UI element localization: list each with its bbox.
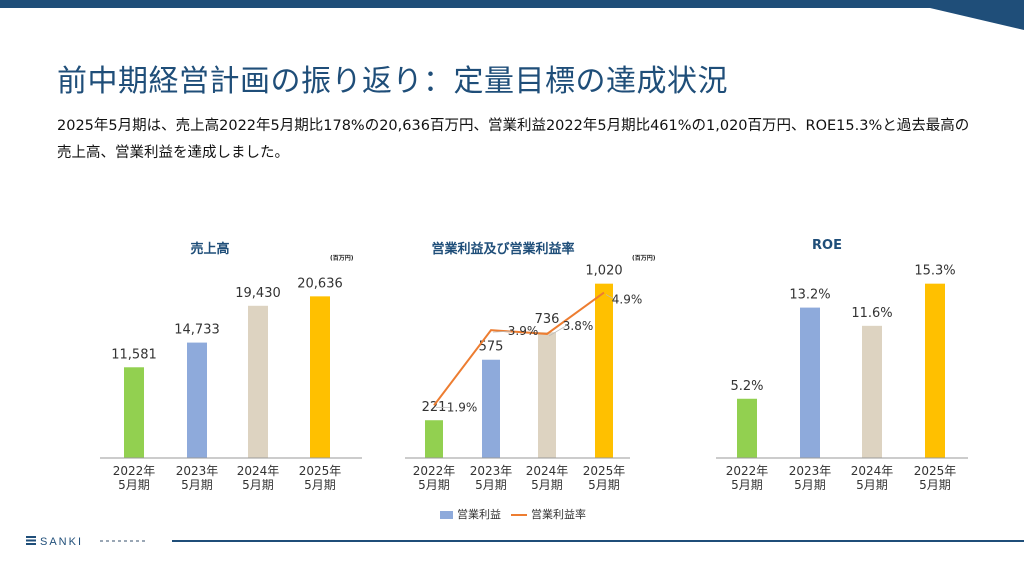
footer-divider — [172, 540, 1024, 542]
operating-profit-bar-0 — [425, 420, 443, 458]
roe-xtick-period-1: 5月期 — [794, 478, 826, 492]
company-logo: SANKI — [26, 536, 145, 547]
legend-swatch-line — [511, 514, 527, 516]
sales-bar-label-0: 11,581 — [111, 347, 157, 362]
sales-xtick-year-0: 2022年 — [113, 464, 156, 478]
roe-bar-2 — [862, 325, 882, 458]
legend-item-operating-profit: 営業利益 — [440, 506, 501, 522]
unit-label-operating-profit: (百万円) — [632, 255, 656, 262]
roe-bar-0 — [737, 398, 757, 458]
operating-profit-margin-leader-3 — [605, 294, 616, 300]
sales-xtick-period-2: 5月期 — [242, 478, 274, 492]
operating-profit-bar-2 — [538, 332, 556, 458]
sales-bar-3 — [310, 296, 330, 458]
sales-xtick-year-2: 2024年 — [237, 464, 280, 478]
operating-profit-bar-label-3: 1,020 — [585, 264, 622, 279]
logo-text: SANKI — [40, 536, 83, 547]
roe-xtick-year-0: 2022年 — [726, 464, 769, 478]
roe-xtick-period-3: 5月期 — [919, 478, 951, 492]
chart-title-sales: 売上高 — [190, 242, 230, 257]
sales-bar-label-2: 19,430 — [235, 286, 281, 301]
legend-label-margin: 営業利益率 — [531, 508, 586, 521]
page-title: 前中期経営計画の振り返り：定量目標の達成状況 — [57, 64, 728, 99]
roe-bar-label-3: 15.3% — [914, 264, 955, 279]
roe-bar-label-0: 5.2% — [730, 379, 763, 394]
operating-profit-bar-label-0: 221 — [422, 400, 447, 415]
operating-profit-xtick-year-1: 2023年 — [470, 464, 513, 478]
roe-bar-1 — [800, 307, 820, 458]
sales-xtick-period-1: 5月期 — [181, 478, 213, 492]
sales-xtick-year-3: 2025年 — [299, 464, 342, 478]
operating-profit-margin-leader-2 — [548, 325, 567, 337]
sales-bar-2 — [248, 305, 268, 458]
operating-profit-bar-label-1: 575 — [479, 340, 504, 355]
sales-bar-label-1: 14,733 — [174, 323, 220, 338]
sales-bar-1 — [187, 342, 207, 458]
operating-profit-xtick-period-3: 5月期 — [588, 478, 620, 492]
chart-title-operating-profit: 営業利益及び営業利益率 — [431, 242, 575, 257]
legend-item-margin: 営業利益率 — [511, 506, 586, 522]
operating-profit-margin-leader-1 — [492, 330, 512, 333]
roe-bar-label-1: 13.2% — [789, 288, 830, 303]
operating-profit-margin-label-1: 3.9% — [508, 324, 539, 338]
operating-profit-margin-label-0: 1.9% — [447, 400, 478, 414]
operating-profit-xtick-year-3: 2025年 — [583, 464, 626, 478]
chart-title-roe: ROE — [812, 238, 842, 253]
roe-xtick-year-3: 2025年 — [914, 464, 957, 478]
sales-xtick-period-3: 5月期 — [304, 478, 336, 492]
legend-label-operating-profit: 営業利益 — [457, 508, 501, 521]
operating-profit-xtick-period-0: 5月期 — [418, 478, 450, 492]
operating-profit-margin-line — [433, 291, 605, 406]
sales-bar-0 — [124, 367, 144, 458]
unit-label-sales: (百万円) — [330, 255, 354, 262]
operating-profit-margin-label-2: 3.8% — [563, 319, 594, 333]
roe-xtick-period-0: 5月期 — [731, 478, 763, 492]
roe-xtick-period-2: 5月期 — [856, 478, 888, 492]
roe-bar-3 — [925, 283, 945, 458]
operating-profit-xtick-year-0: 2022年 — [413, 464, 456, 478]
roe-xtick-year-1: 2023年 — [789, 464, 832, 478]
operating-profit-margin-label-3: 4.9% — [612, 293, 643, 307]
operating-profit-xtick-year-2: 2024年 — [526, 464, 569, 478]
operating-profit-bar-label-2: 736 — [535, 312, 560, 327]
operating-profit-xtick-period-2: 5月期 — [531, 478, 563, 492]
operating-profit-bar-1 — [482, 359, 500, 458]
chart-legend: 営業利益 営業利益率 — [440, 506, 586, 522]
top-banner — [0, 0, 1024, 30]
roe-bar-label-2: 11.6% — [851, 306, 892, 321]
roe-xtick-year-2: 2024年 — [851, 464, 894, 478]
operating-profit-xtick-period-1: 5月期 — [475, 478, 507, 492]
legend-swatch-bar — [440, 511, 453, 519]
sales-xtick-period-0: 5月期 — [118, 478, 150, 492]
sales-xtick-year-1: 2023年 — [176, 464, 219, 478]
sales-bar-label-3: 20,636 — [297, 276, 343, 291]
operating-profit-bar-3 — [595, 283, 613, 458]
summary-text: 2025年5月期は、売上高2022年5月期比178%の20,636百万円、営業利… — [57, 118, 970, 161]
